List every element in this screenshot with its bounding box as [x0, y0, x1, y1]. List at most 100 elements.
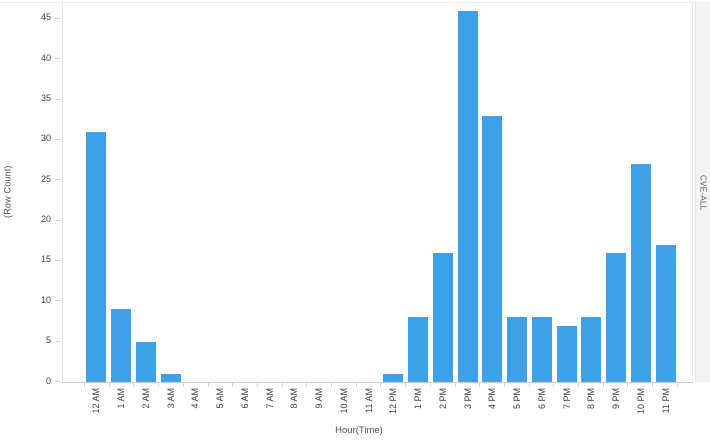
bar-2pm[interactable]: [432, 253, 453, 382]
bar-10pm[interactable]: [630, 164, 651, 382]
bar-slot: [332, 10, 357, 382]
x-tick-mark: [528, 383, 554, 387]
y-axis-line: [62, 3, 63, 382]
x-tick-mark: [578, 383, 603, 387]
x-tick-mark: [232, 383, 257, 387]
y-tick-mark: [55, 17, 61, 19]
x-tick-label: 1 PM: [413, 388, 424, 410]
x-tick-label: 10 PM: [635, 388, 646, 415]
bar-slot: [381, 10, 406, 382]
bar-slot: [356, 10, 381, 382]
x-axis-ticks: [84, 383, 678, 387]
bar-1pm[interactable]: [408, 317, 429, 382]
x-tick-label: 12 AM: [91, 388, 102, 414]
plot-right-border: [692, 3, 693, 382]
bar-slot: [282, 10, 307, 382]
bar-3pm[interactable]: [457, 11, 478, 382]
bar-slot: [653, 10, 678, 382]
y-tick-mark: [55, 58, 61, 60]
bar-slot: [183, 10, 208, 382]
x-tick-mark: [454, 383, 480, 387]
bar-slot: [579, 10, 604, 382]
y-tick-mark: [55, 98, 61, 100]
x-tick-mark: [479, 383, 504, 387]
x-tick-label: 6 AM: [239, 388, 250, 409]
x-tick-label: 1 AM: [116, 388, 127, 409]
x-tick-mark: [84, 383, 109, 387]
x-tick-label: 11 AM: [363, 388, 374, 413]
y-tick-mark: [55, 340, 61, 342]
x-tick-label: 9 AM: [314, 388, 325, 409]
bar-5pm[interactable]: [507, 317, 528, 382]
y-tick-label: 20: [40, 214, 51, 225]
x-tick-mark: [281, 383, 307, 387]
bar-slot: [84, 10, 109, 382]
x-axis-line: [62, 382, 693, 383]
y-tick-label: 10: [40, 294, 51, 305]
x-tick-mark: [405, 383, 430, 387]
x-tick-mark: [158, 383, 183, 387]
x-tick-label: 4 AM: [190, 388, 201, 409]
x-tick-mark: [380, 383, 405, 387]
right-pane-label: CVE-ALL: [698, 174, 708, 211]
x-axis-title: Hour(Time): [335, 425, 383, 436]
bar-3am[interactable]: [160, 374, 181, 382]
x-tick-label: 10 AM: [338, 388, 349, 414]
bar-slot: [257, 10, 282, 382]
bar-9pm[interactable]: [606, 253, 627, 382]
bar-7pm[interactable]: [556, 326, 577, 382]
y-tick-label: 35: [40, 93, 51, 104]
x-tick-mark: [503, 383, 529, 387]
chart-top-border: [0, 2, 710, 3]
bar-slot: [134, 10, 159, 382]
x-tick-label: 9 PM: [611, 388, 622, 410]
bar-slot: [554, 10, 579, 382]
bar-2am[interactable]: [135, 342, 156, 382]
bar-slot: [307, 10, 332, 382]
x-label-slot: 11 PM: [653, 388, 678, 432]
bar-12am[interactable]: [86, 132, 107, 382]
x-tick-label: 3 PM: [462, 388, 473, 410]
bar-slot: [629, 10, 654, 382]
bar-1am[interactable]: [111, 309, 132, 382]
x-tick-mark: [652, 383, 678, 387]
y-tick-label: 15: [40, 254, 51, 265]
bar-11pm[interactable]: [655, 245, 676, 382]
x-tick-label: 11 PM: [660, 388, 671, 414]
bar-slot: [530, 10, 555, 382]
y-tick-mark: [55, 381, 61, 382]
x-tick-label: 5 PM: [512, 388, 523, 410]
y-tick-label: 0: [45, 375, 51, 386]
bars-area: [84, 10, 678, 382]
bar-6pm[interactable]: [531, 317, 552, 382]
x-tick-label: 7 PM: [561, 388, 572, 410]
y-tick-label: 40: [40, 52, 51, 63]
y-tick-mark: [55, 300, 61, 302]
right-pane: CVE-ALL: [695, 3, 710, 382]
x-tick-mark: [602, 383, 628, 387]
x-tick-mark: [429, 383, 455, 387]
x-tick-label: 2 AM: [140, 388, 151, 409]
x-tick-mark: [256, 383, 282, 387]
y-tick-label: 25: [40, 173, 51, 184]
y-tick-label: 30: [40, 133, 51, 144]
x-tick-label: 12 PM: [388, 388, 399, 415]
x-tick-label: 3 AM: [165, 388, 176, 409]
y-tick-mark: [55, 179, 61, 181]
x-tick-mark: [627, 383, 652, 387]
y-tick-label: 5: [45, 335, 51, 346]
bar-4pm[interactable]: [482, 116, 503, 382]
x-tick-mark: [553, 383, 578, 387]
x-tick-mark: [331, 383, 356, 387]
x-tick-label: 8 PM: [586, 388, 597, 410]
x-tick-mark: [306, 383, 331, 387]
bar-12pm[interactable]: [383, 374, 404, 382]
x-tick-label: 8 AM: [289, 388, 300, 409]
x-tick-label: 4 PM: [487, 388, 498, 410]
bar-8pm[interactable]: [581, 317, 602, 382]
bar-slot: [158, 10, 183, 382]
bar-slot: [233, 10, 258, 382]
x-tick-label: 5 AM: [215, 388, 226, 409]
y-tick-mark: [55, 138, 61, 140]
